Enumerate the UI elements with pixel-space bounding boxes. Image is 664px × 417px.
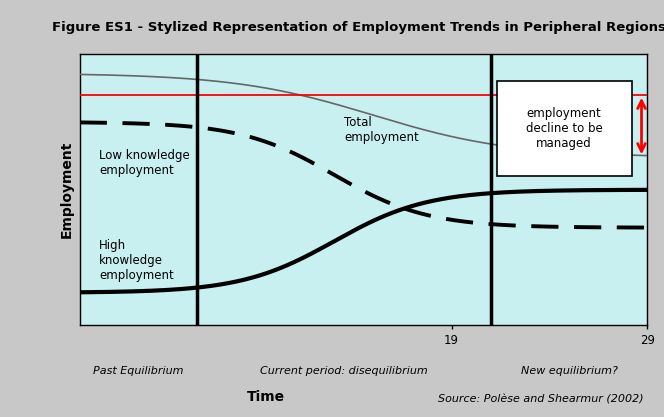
Text: Time: Time: [246, 390, 285, 404]
Text: New equilibrium?: New equilibrium?: [521, 366, 618, 376]
Text: Low knowledge
employment: Low knowledge employment: [99, 149, 190, 177]
Text: Current period: disequilibrium: Current period: disequilibrium: [260, 366, 428, 376]
Text: Total
employment: Total employment: [344, 116, 419, 144]
Text: Source: Polèse and Shearmur (2002): Source: Polèse and Shearmur (2002): [438, 394, 644, 404]
Y-axis label: Employment: Employment: [60, 141, 74, 239]
Text: Figure ES1 - Stylized Representation of Employment Trends in Peripheral Regions: Figure ES1 - Stylized Representation of …: [52, 21, 664, 34]
FancyBboxPatch shape: [497, 81, 631, 176]
Text: High
knowledge
employment: High knowledge employment: [99, 239, 174, 281]
Text: Past Equilibrium: Past Equilibrium: [93, 366, 184, 376]
Text: employment
decline to be
managed: employment decline to be managed: [526, 107, 602, 150]
